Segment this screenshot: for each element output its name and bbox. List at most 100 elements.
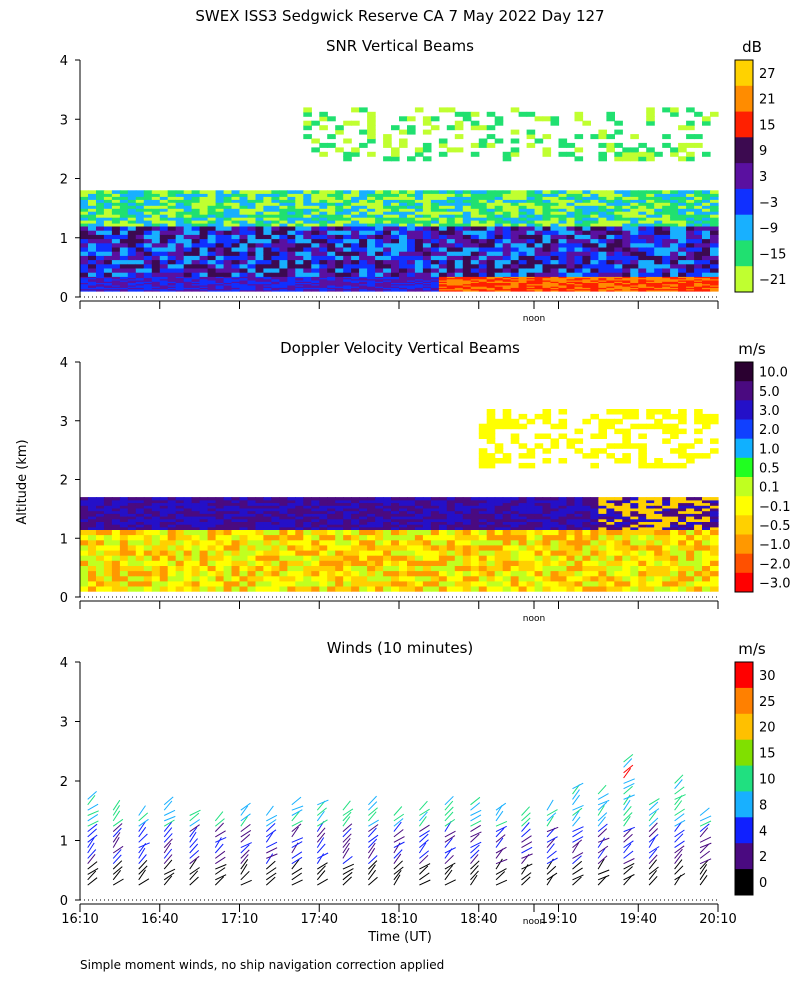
- heat-cell: [606, 272, 615, 277]
- heat-cell: [119, 550, 129, 556]
- heat-cell: [670, 214, 679, 218]
- heat-cell: [255, 282, 265, 285]
- heat-cell: [207, 529, 217, 536]
- heat-cell: [151, 510, 161, 514]
- heat-cell: [271, 205, 280, 209]
- heat-cell: [88, 499, 97, 504]
- heat-cell: [470, 111, 480, 117]
- heat-cell: [399, 225, 408, 231]
- heat-cell: [590, 267, 599, 273]
- heat-cell: [311, 282, 320, 285]
- heat-cell: [319, 497, 328, 501]
- heat-cell: [542, 580, 552, 587]
- heat-cell: [351, 220, 360, 224]
- heat-cell: [127, 217, 137, 221]
- heat-cell: [638, 255, 647, 261]
- heat-cell: [630, 544, 639, 551]
- heat-cell: [351, 284, 360, 287]
- heat-cell: [622, 534, 631, 541]
- heat-cell: [462, 234, 472, 240]
- heat-cell: [135, 242, 145, 248]
- heat-cell: [678, 497, 687, 501]
- heat-cell: [486, 507, 496, 512]
- heat-cell: [231, 497, 241, 501]
- heat-cell: [430, 513, 440, 517]
- heat-cell: [335, 225, 344, 231]
- heat-cell: [702, 220, 711, 224]
- heat-cell: [167, 560, 177, 566]
- heat-cell: [590, 284, 599, 287]
- heat-cell: [478, 255, 488, 261]
- heat-cell: [446, 220, 456, 224]
- heat-cell: [367, 283, 376, 286]
- heat-cell: [614, 267, 623, 273]
- heat-cell: [303, 214, 312, 218]
- heat-cell: [662, 196, 671, 200]
- heat-cell: [494, 529, 504, 536]
- heat-cell: [135, 259, 145, 265]
- heat-cell: [710, 580, 719, 587]
- heat-cell: [558, 510, 568, 514]
- heat-cell: [702, 570, 711, 577]
- heat-cell: [558, 534, 568, 541]
- heat-cell: [510, 283, 520, 286]
- colorbar-swatch: [735, 240, 753, 267]
- heat-cell: [414, 286, 424, 288]
- heat-cell: [383, 255, 392, 261]
- heat-cell: [80, 560, 89, 566]
- heat-cell: [470, 255, 480, 261]
- heat-cell: [255, 286, 265, 288]
- heat-cell: [702, 246, 711, 252]
- heat-cell: [271, 287, 280, 290]
- heat-cell: [702, 565, 711, 572]
- heat-cell: [638, 282, 647, 285]
- heat-cell: [662, 142, 671, 148]
- heat-cell: [678, 125, 687, 131]
- heat-cell: [470, 278, 480, 281]
- heat-cell: [231, 217, 241, 221]
- heat-cell: [239, 255, 249, 261]
- heat-cell: [311, 234, 320, 240]
- heat-cell: [335, 516, 344, 520]
- heat-cell: [103, 526, 113, 530]
- heat-cell: [478, 288, 488, 291]
- heat-cell: [478, 560, 488, 566]
- heat-cell: [383, 246, 392, 252]
- heat-cell: [167, 287, 177, 290]
- heat-cell: [430, 524, 440, 528]
- heat-cell: [622, 499, 631, 504]
- heat-cell: [215, 246, 225, 252]
- heat-cell: [502, 255, 512, 261]
- heat-cell: [255, 202, 265, 206]
- heat-cell: [534, 580, 544, 587]
- colorbar-label: −15: [759, 247, 786, 262]
- heat-cell: [271, 516, 280, 520]
- heat-cell: [223, 272, 233, 277]
- heat-cell: [590, 202, 599, 206]
- heat-cell: [135, 580, 145, 587]
- heat-cell: [383, 238, 392, 244]
- heat-cell: [88, 286, 97, 288]
- heat-cell: [614, 550, 623, 556]
- heat-cell: [550, 513, 560, 517]
- heat-cell: [670, 586, 679, 592]
- heat-cell: [438, 267, 448, 273]
- heat-cell: [454, 199, 464, 203]
- heat-cell: [175, 507, 185, 512]
- heat-cell: [422, 129, 432, 135]
- heat-cell: [391, 199, 400, 203]
- heat-cell: [247, 242, 257, 248]
- heat-cell: [175, 255, 185, 261]
- heat-cell: [566, 287, 576, 290]
- heat-cell: [255, 560, 265, 566]
- heat-cell: [438, 513, 448, 517]
- heat-cell: [414, 151, 424, 157]
- heat-cell: [430, 276, 440, 279]
- heat-cell: [199, 205, 209, 209]
- heat-cell: [590, 544, 599, 551]
- heat-cell: [646, 202, 655, 206]
- heat-cell: [438, 539, 448, 546]
- heat-cell: [638, 214, 647, 218]
- heat-cell: [199, 190, 209, 194]
